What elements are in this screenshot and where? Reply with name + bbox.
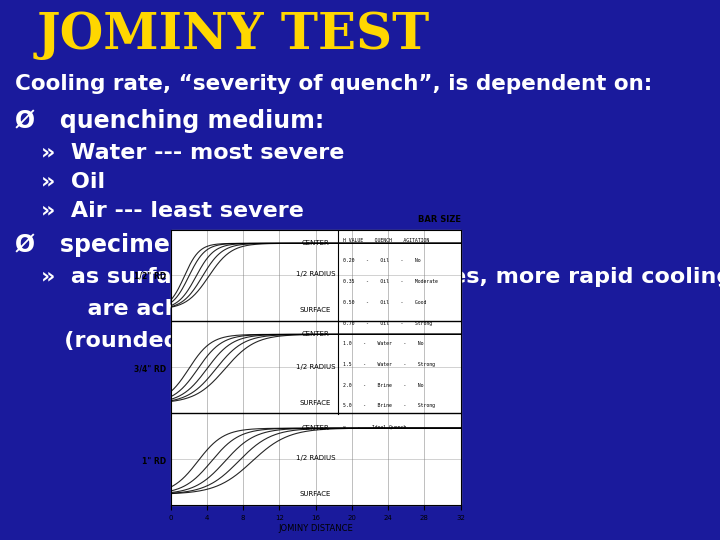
Text: Ø   specimen size and geometry:: Ø specimen size and geometry: [15, 233, 451, 258]
Text: Ø   quenching medium:: Ø quenching medium: [15, 109, 325, 133]
Text: »  as surface area / mass increases, more rapid cooling rates: » as surface area / mass increases, more… [41, 267, 720, 287]
FancyBboxPatch shape [171, 230, 461, 505]
Text: JOMINY TEST: JOMINY TEST [37, 11, 430, 60]
Text: »  Oil: » Oil [41, 172, 105, 192]
Text: »  Air --- least severe: » Air --- least severe [41, 201, 304, 221]
Text: »  Water --- most severe: » Water --- most severe [41, 143, 344, 163]
Text: Cooling rate, “severity of quench”, is dependent on:: Cooling rate, “severity of quench”, is d… [15, 73, 652, 93]
Text: are achieved: are achieved [41, 299, 248, 319]
Text: (rounded shapes): (rounded shapes) [41, 331, 286, 351]
